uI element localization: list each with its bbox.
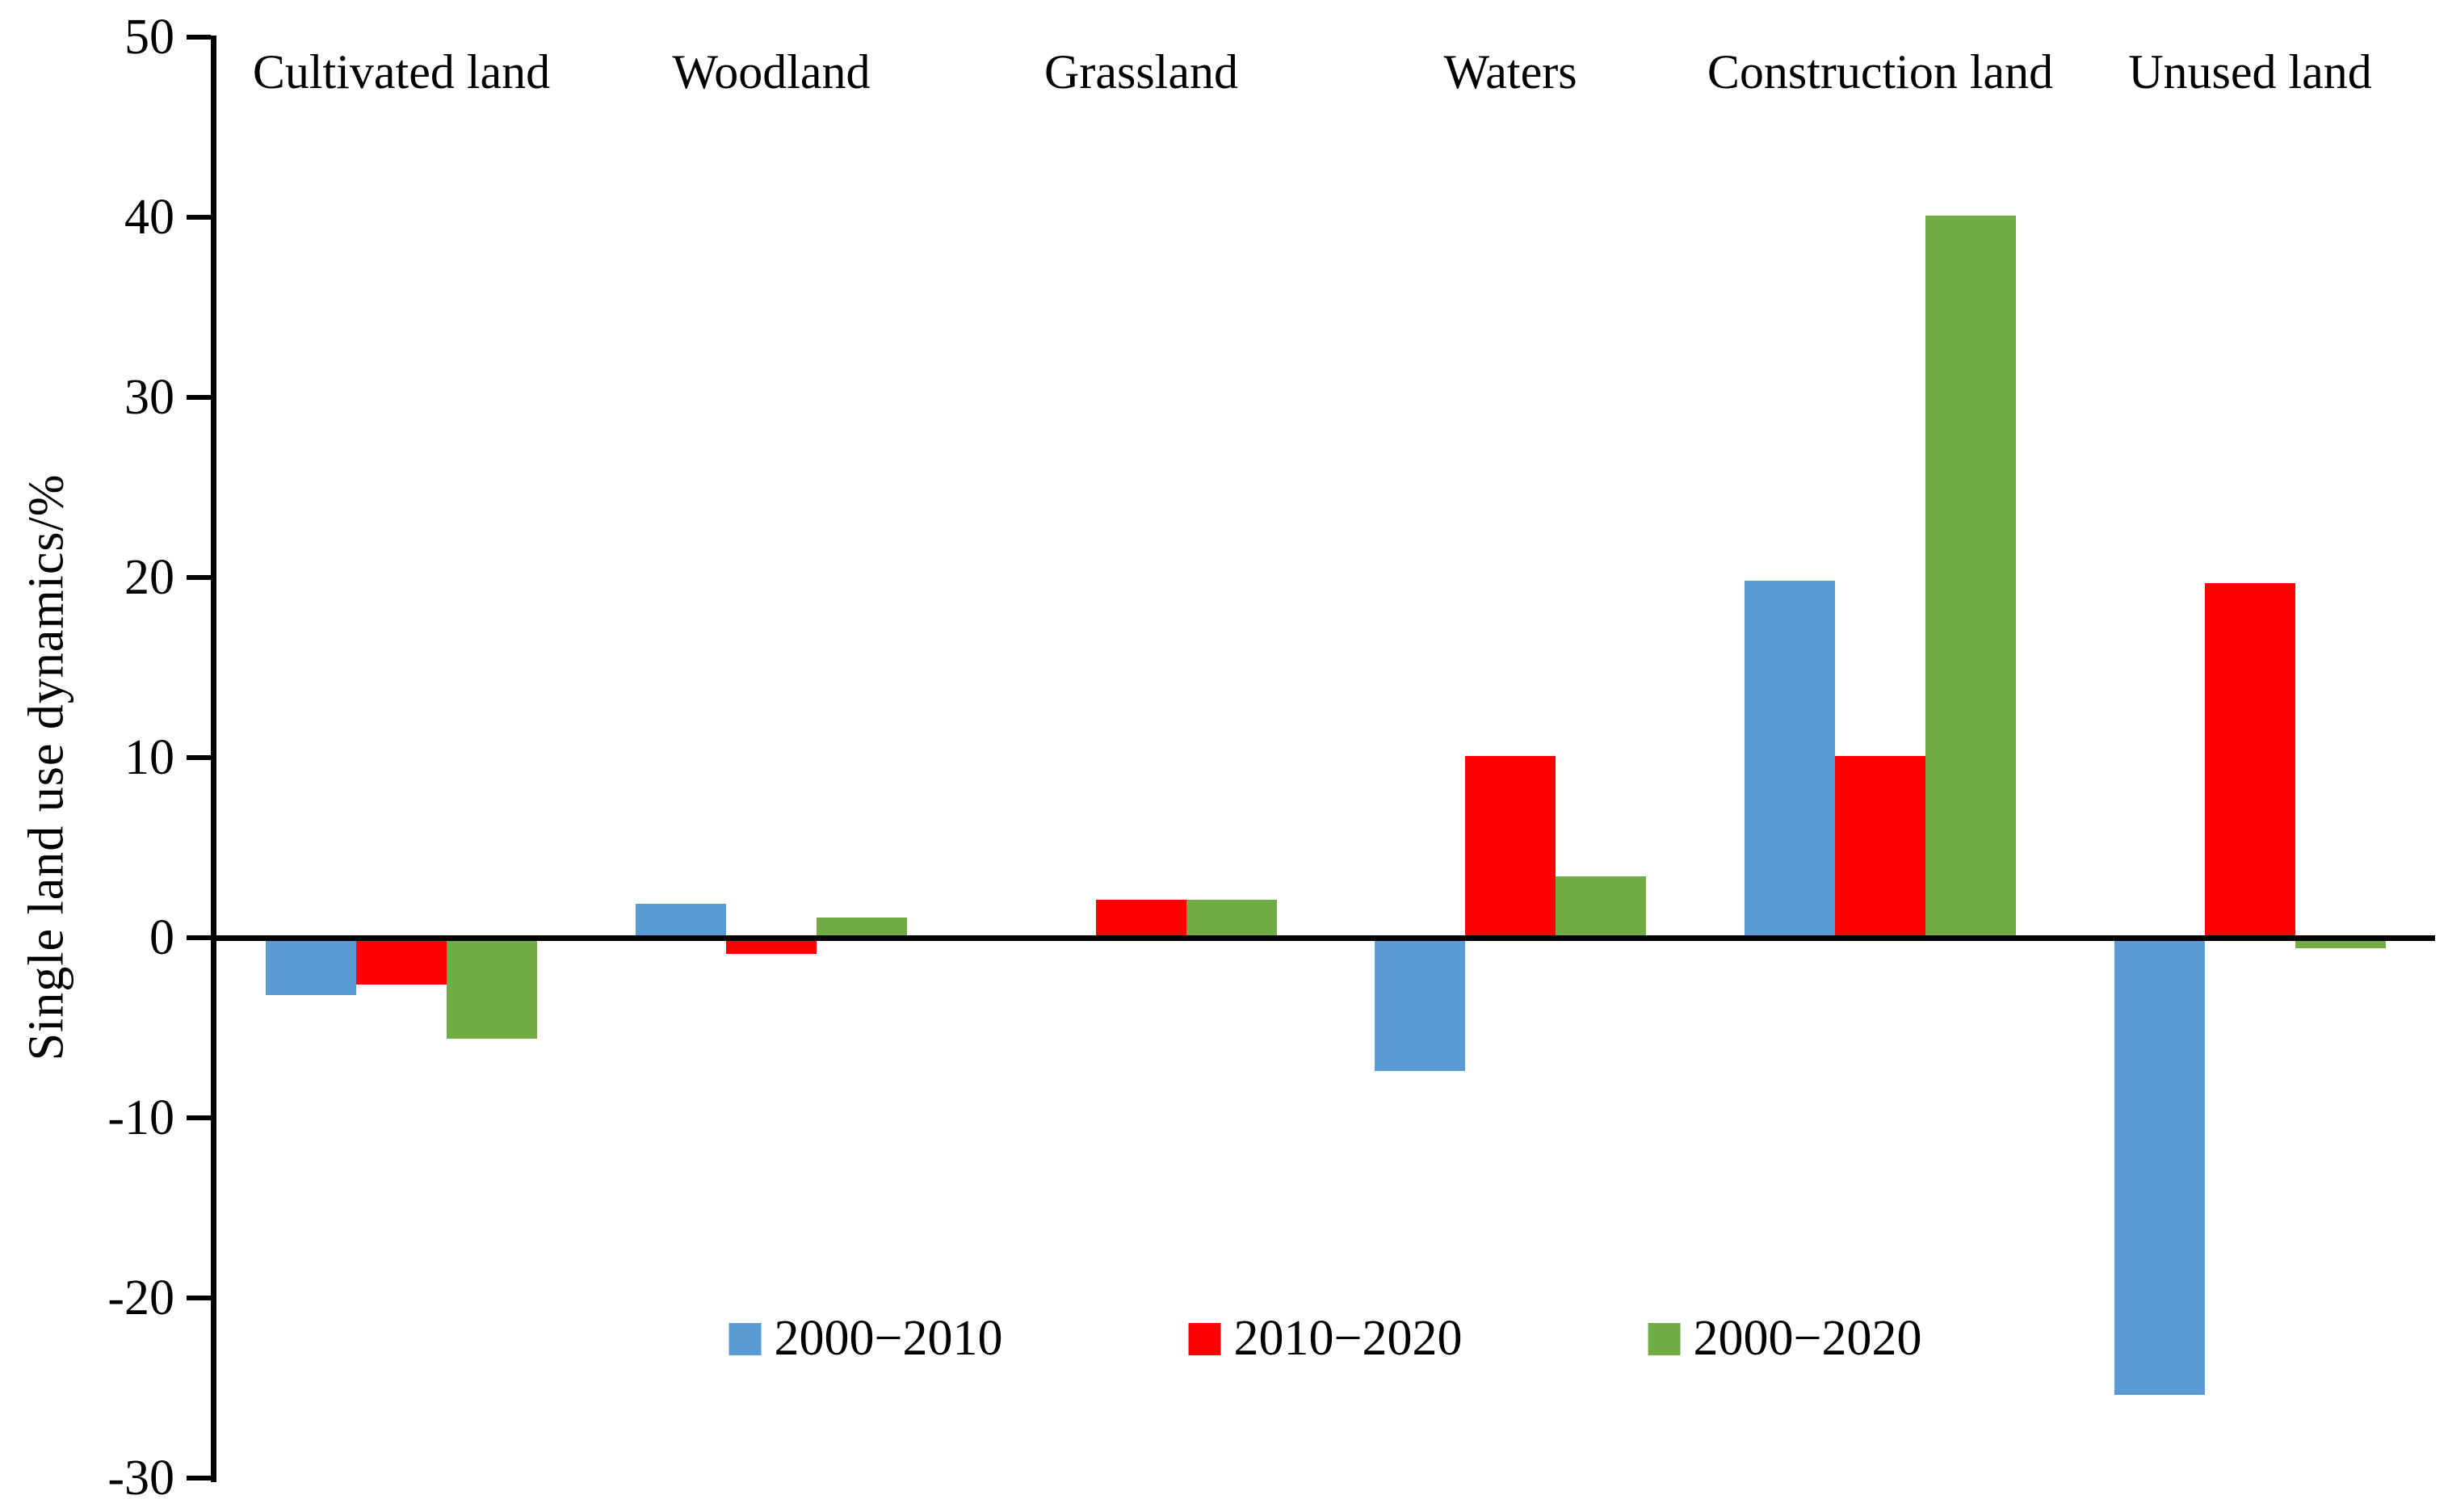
y-tick-mark (187, 215, 211, 220)
y-tick-mark (187, 1296, 211, 1300)
y-tick-mark (187, 35, 211, 40)
bar-unused-land-2000−2010 (2114, 938, 2205, 1395)
y-tick-label: 50 (124, 10, 174, 65)
y-tick-label: -30 (107, 1451, 174, 1506)
bar-waters-2010−2020 (1465, 756, 1556, 938)
y-tick-label: 30 (124, 370, 174, 425)
y-tick-label: -10 (107, 1090, 174, 1145)
legend-label: 2000−2010 (774, 1311, 1003, 1366)
bar-waters-2000−2010 (1375, 938, 1465, 1071)
y-tick-label: 0 (149, 910, 174, 965)
bar-cultivated-land-2010−2020 (356, 938, 447, 985)
x-axis-zero-line (211, 935, 2435, 941)
y-tick-label: 10 (124, 730, 174, 785)
category-label: Grassland (1044, 45, 1238, 99)
bar-construction-land-2010−2020 (1835, 756, 1925, 938)
y-tick-mark (187, 575, 211, 580)
category-label: Cultivated land (252, 45, 551, 99)
category-label: Construction land (1707, 45, 2054, 99)
legend-item: 2000−2020 (1648, 1310, 1921, 1367)
legend-label: 2000−2020 (1693, 1311, 1922, 1366)
y-tick-mark (187, 755, 211, 760)
bar-cultivated-land-2000−2020 (447, 938, 537, 1039)
y-tick-mark (187, 395, 211, 400)
legend-swatch (729, 1322, 762, 1355)
category-label: Waters (1443, 45, 1577, 99)
bar-woodland-2000−2020 (817, 918, 907, 938)
bar-construction-land-2000−2010 (1745, 581, 1835, 938)
y-tick-label: 20 (124, 550, 174, 605)
y-axis-line (211, 36, 216, 1482)
y-tick-label: -20 (107, 1270, 174, 1325)
bar-grassland-2010−2020 (1096, 900, 1186, 938)
category-label: Woodland (672, 45, 871, 99)
bar-cultivated-land-2000−2010 (266, 938, 356, 995)
legend: 2000−2010 2010−2020 2000−2020 (729, 1310, 1921, 1367)
category-label: Unused land (2128, 45, 2372, 99)
y-tick-mark (187, 935, 211, 940)
legend-swatch (1188, 1322, 1221, 1355)
legend-item: 2000−2010 (729, 1310, 1003, 1367)
bar-waters-2000−2020 (1556, 876, 1646, 938)
bar-woodland-2010−2020 (726, 938, 817, 954)
bar-woodland-2000−2010 (636, 904, 726, 938)
bar-construction-land-2000−2020 (1925, 216, 2016, 938)
legend-item: 2010−2020 (1188, 1310, 1463, 1367)
y-tick-mark (187, 1476, 211, 1480)
legend-label: 2010−2020 (1233, 1311, 1463, 1366)
legend-swatch (1648, 1322, 1681, 1355)
y-tick-mark (187, 1115, 211, 1120)
bar-grassland-2000−2020 (1186, 900, 1277, 938)
y-tick-label: 40 (124, 190, 174, 245)
bar-unused-land-2010−2020 (2205, 583, 2295, 938)
